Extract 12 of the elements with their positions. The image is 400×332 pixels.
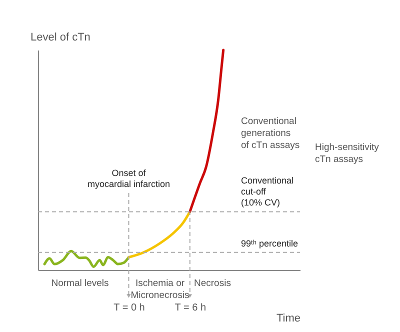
ref-line-label: Conventional cut-off (10% CV) xyxy=(241,176,294,208)
y-axis-title: Level of cTn xyxy=(30,32,90,44)
x-axis-title: Time xyxy=(276,312,300,324)
x-tick-label: T = 6 h xyxy=(174,302,206,314)
ref-line-label: 99ᵗʰ percentile xyxy=(241,238,298,248)
text: Normal levels xyxy=(51,278,110,289)
text: Ischemia or Micronecrosis xyxy=(130,278,190,301)
text: High-sensitivity cTn assays xyxy=(315,142,380,165)
ref-line-label: Onset of myocardial infarction xyxy=(87,168,170,189)
text: Necrosis xyxy=(194,278,232,289)
x-tick-label: T = 0 h xyxy=(114,302,145,314)
annotation: Conventional generations of cTn assays xyxy=(241,116,300,151)
